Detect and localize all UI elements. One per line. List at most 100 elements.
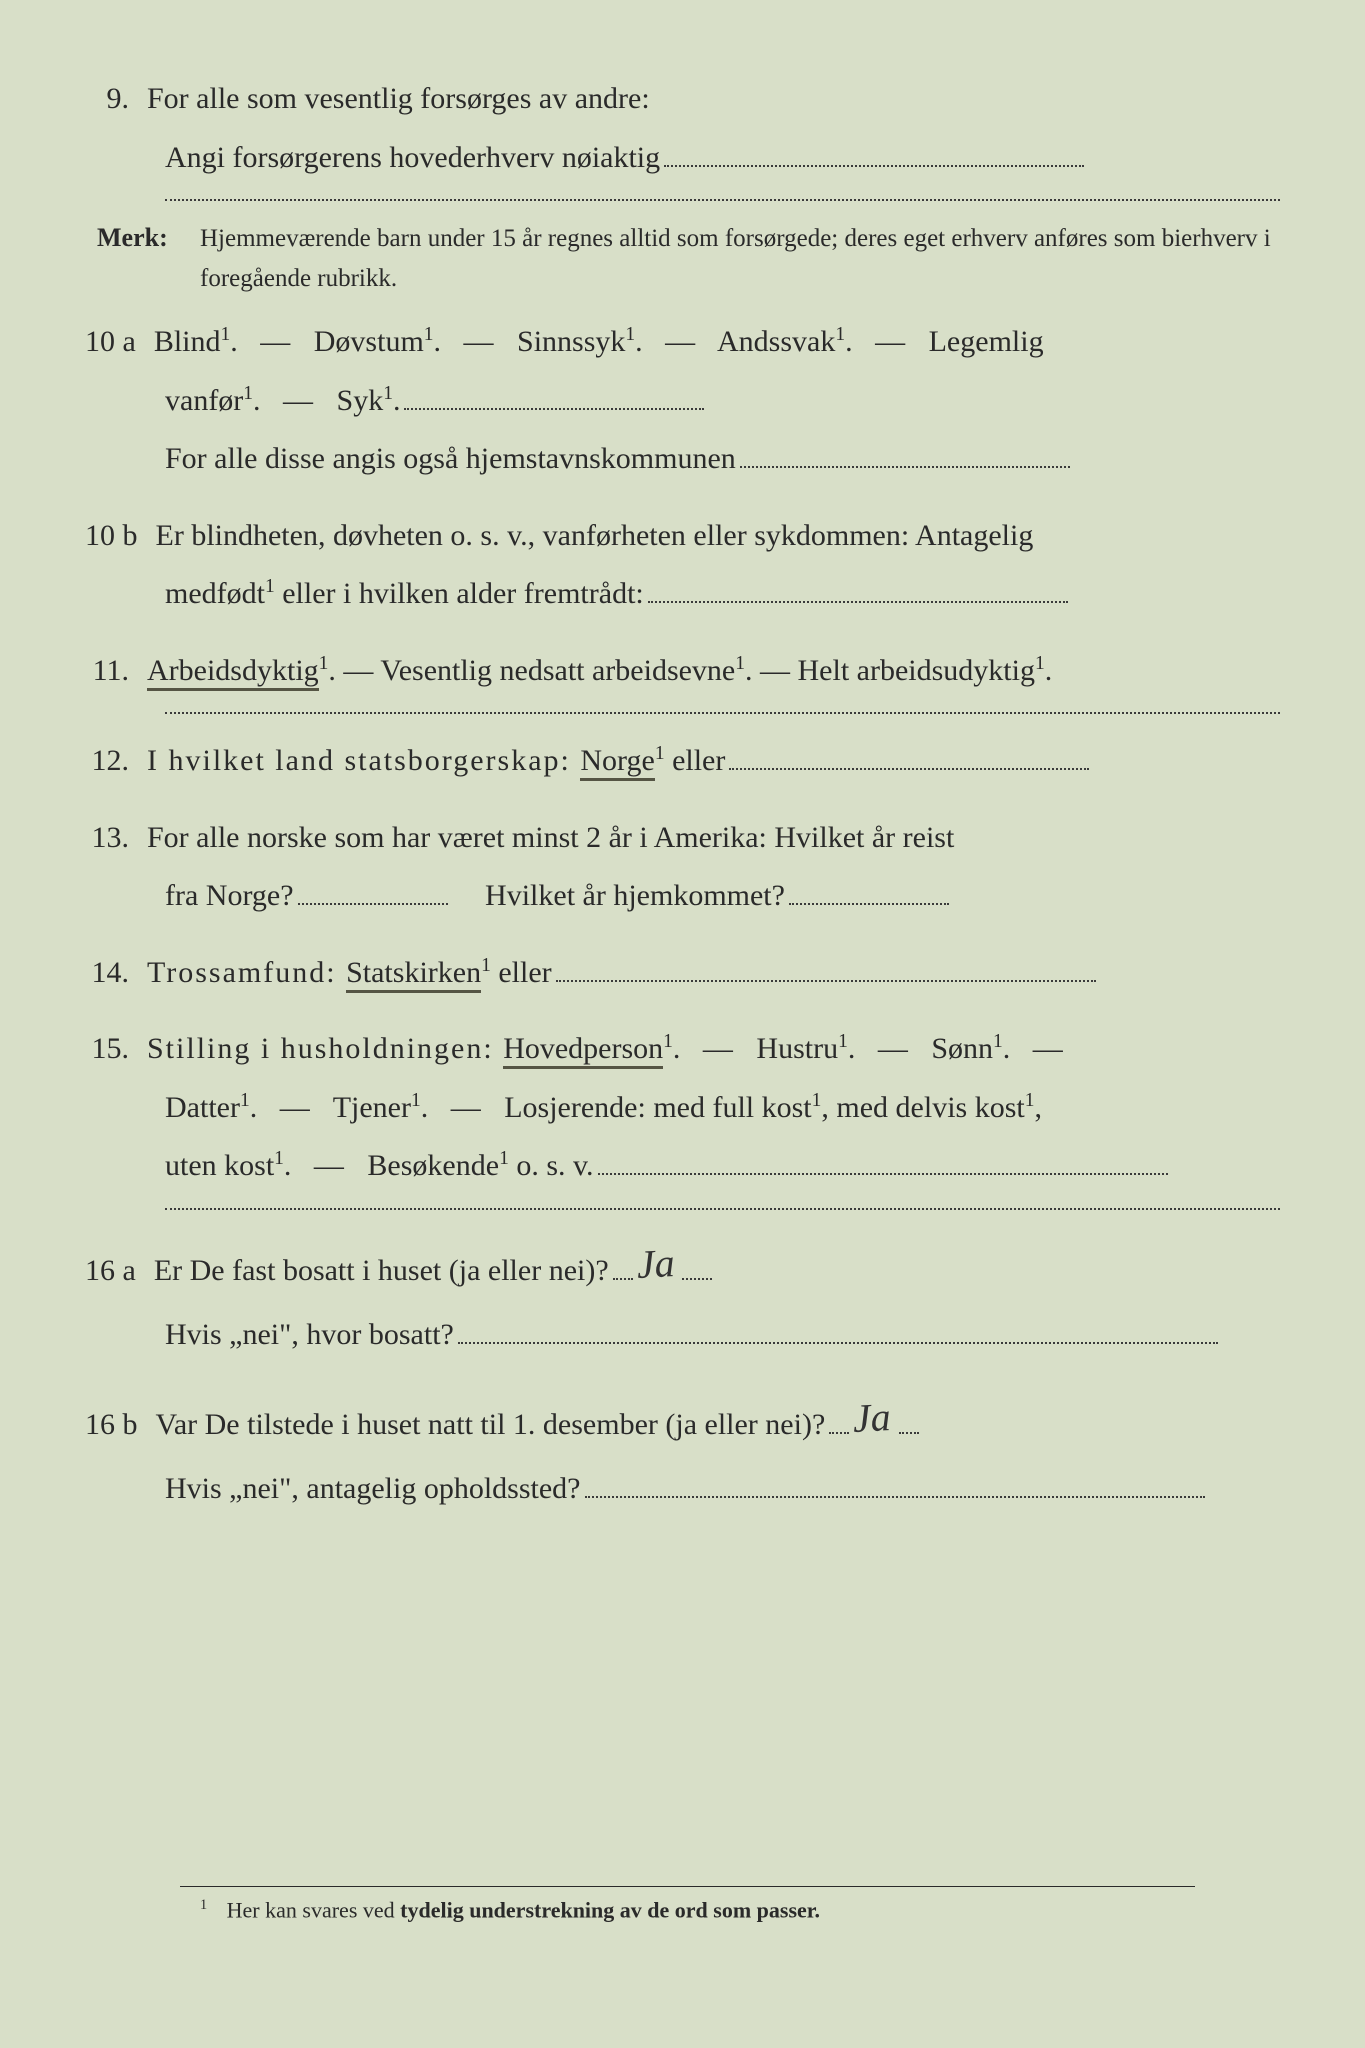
sup: 1 (383, 383, 393, 404)
fill-line[interactable] (556, 955, 1096, 982)
question-10b: 10 b Er blindheten, døvheten o. s. v., v… (85, 507, 1280, 624)
fill-line[interactable] (899, 1407, 919, 1434)
sup: 1 (838, 1031, 848, 1052)
fill-line[interactable] (664, 140, 1084, 167)
sup: 1 (481, 955, 491, 976)
fill-line[interactable] (740, 441, 1070, 468)
q15-number: 15. (85, 1020, 147, 1077)
fill-line[interactable] (682, 1253, 712, 1280)
sup: 1 (655, 743, 665, 764)
q16a-content: Er De fast bosatt i huset (ja eller nei)… (154, 1228, 1280, 1306)
sup: 1 (411, 1090, 421, 1111)
fill-line[interactable] (729, 743, 1089, 770)
question-9: 9. For alle som vesentlig forsørges av a… (85, 70, 1280, 201)
q9-line2: Angi forsørgerens hovederhverv nøiaktig (165, 141, 660, 174)
sup: 1 (663, 1031, 673, 1052)
form-page: 9. For alle som vesentlig forsørges av a… (85, 70, 1280, 2008)
opt-sonn: Sønn (931, 1032, 993, 1065)
sup: 1 (1035, 653, 1045, 674)
opt-tjener: Tjener (333, 1091, 411, 1124)
q14-number: 14. (85, 944, 147, 1001)
fill-line[interactable] (458, 1317, 1218, 1344)
q10a-number: 10 a (85, 313, 154, 370)
q14-content: Trossamfund: Statskirken1 eller (147, 944, 1280, 1003)
footnote-text1: Her kan svares ved (227, 1897, 401, 1922)
q9-number: 9. (85, 70, 147, 127)
q13-line2b: Hvilket år hjemkommet? (485, 879, 785, 912)
q15-osv: o. s. v. (509, 1149, 594, 1182)
fill-line[interactable] (598, 1148, 1168, 1175)
opt-medfodt: medfødt (165, 577, 265, 610)
merk-label: Merk: (85, 223, 200, 253)
q16b-number: 16 b (85, 1396, 156, 1453)
q10a-content: Blind1. — Døvstum1. — Sinnssyk1. — Andss… (154, 313, 1280, 372)
sup: 1 (993, 1031, 1003, 1052)
q16a-number: 16 a (85, 1242, 154, 1299)
q13-line2a: fra Norge? (165, 879, 294, 912)
q12-text2: eller (665, 744, 726, 777)
question-12: 12. I hvilket land statsborgerskap: Norg… (85, 732, 1280, 791)
opt-blind: Blind (154, 325, 221, 358)
opt-sinnssyk: Sinnssyk (517, 325, 625, 358)
question-13: 13. For alle norske som har været minst … (85, 809, 1280, 926)
opt-losj2: , med delvis kost (821, 1091, 1024, 1124)
fill-line[interactable] (613, 1253, 633, 1280)
fill-line[interactable] (404, 383, 704, 410)
q9-line1: For alle som vesentlig forsørges av andr… (147, 70, 1280, 129)
q10b-line1: Er blindheten, døvheten o. s. v., vanfør… (156, 507, 1281, 566)
q11-mid: — Vesentlig nedsatt arbeidsevne (336, 654, 735, 687)
q13-number: 13. (85, 809, 147, 866)
q12-number: 12. (85, 732, 147, 789)
fill-line[interactable] (165, 199, 1280, 201)
q16a-q2: Hvis „nei", hvor bosatt? (165, 1318, 454, 1351)
q14-text2: eller (491, 956, 552, 989)
question-11: 11. Arbeidsdyktig1. — Vesentlig nedsatt … (85, 642, 1280, 715)
fill-line[interactable] (789, 878, 949, 905)
q13-line1: For alle norske som har været minst 2 år… (147, 809, 1280, 868)
q11-end: — Helt arbeidsudyktig (753, 654, 1035, 687)
sup: 1 (243, 383, 253, 404)
opt-legemlig: Legemlig (929, 325, 1044, 358)
q15-content: Stilling i husholdningen: Hovedperson1. … (147, 1020, 1280, 1079)
opt-syk: Syk (337, 384, 384, 417)
sup: 1 (424, 324, 434, 345)
q11-number: 11. (85, 642, 147, 699)
question-14: 14. Trossamfund: Statskirken1 eller (85, 944, 1280, 1003)
note-merk: Merk: Hjemmeværende barn under 15 år reg… (85, 219, 1280, 299)
q12-text1: I hvilket land statsborgerskap: (147, 744, 580, 777)
sup: 1 (274, 1148, 284, 1169)
q16b-answer: Ja (851, 1378, 893, 1458)
opt-datter: Datter (165, 1091, 240, 1124)
opt-losj3: uten kost (165, 1149, 274, 1182)
footnote-text2: tydelig understrekning av de ord som pas… (400, 1897, 820, 1922)
fill-line[interactable] (829, 1407, 849, 1434)
q14-text1: Trossamfund: (147, 956, 346, 989)
fill-line[interactable] (165, 1208, 1280, 1210)
footnote-marker: 1 (200, 1897, 207, 1913)
question-15: 15. Stilling i husholdningen: Hovedperso… (85, 1020, 1280, 1210)
q16b-content: Var De tilstede i huset natt til 1. dese… (156, 1382, 1281, 1460)
sup: 1 (625, 324, 635, 345)
question-10a: 10 a Blind1. — Døvstum1. — Sinnssyk1. — … (85, 313, 1280, 489)
question-16a: 16 a Er De fast bosatt i huset (ja eller… (85, 1228, 1280, 1365)
fill-line[interactable] (585, 1471, 1205, 1498)
question-16b: 16 b Var De tilstede i huset natt til 1.… (85, 1382, 1280, 1519)
q16a-q1: Er De fast bosatt i huset (ja eller nei)… (154, 1254, 609, 1287)
q10b-number: 10 b (85, 507, 156, 564)
opt-andssvak: Andssvak (717, 325, 835, 358)
opt-besokende: Besøkende (367, 1149, 499, 1182)
q10a-line3: For alle disse angis også hjemstavnskomm… (165, 442, 736, 475)
opt-norge: Norge (580, 744, 654, 781)
fill-line[interactable] (165, 712, 1280, 714)
fill-line[interactable] (298, 878, 448, 905)
q10b-line2b: eller i hvilken alder fremtrådt: (275, 577, 644, 610)
fill-line[interactable] (648, 576, 1068, 603)
footnote: 1 Her kan svares ved tydelig understrekn… (180, 1886, 1195, 1923)
sup: 1 (499, 1148, 509, 1169)
q11-content: Arbeidsdyktig1. — Vesentlig nedsatt arbe… (147, 642, 1280, 701)
sup: 1 (221, 324, 231, 345)
q16b-q1: Var De tilstede i huset natt til 1. dese… (156, 1408, 826, 1441)
opt-dovstum: Døvstum (314, 325, 424, 358)
q16b-q2: Hvis „nei", antagelig opholdssted? (165, 1472, 581, 1505)
q16a-answer: Ja (634, 1224, 676, 1304)
